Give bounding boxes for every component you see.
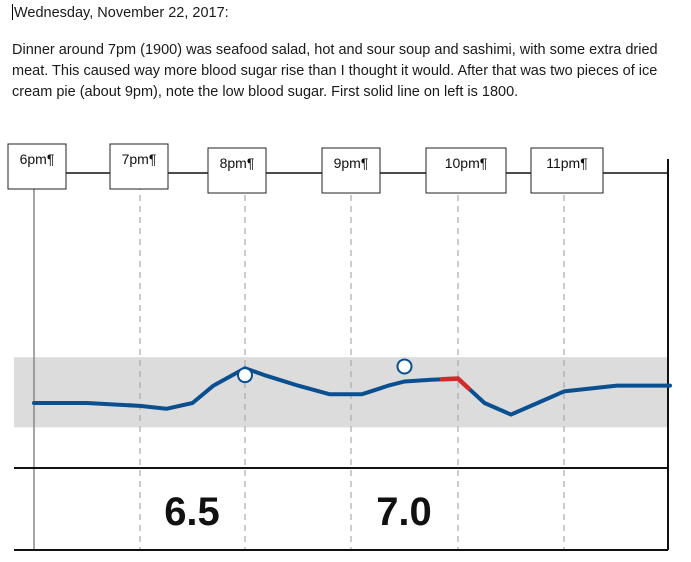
hour-label-box: 8pm¶ [207, 147, 267, 194]
low-glucose-segment [439, 376, 471, 391]
hour-label: 11pm¶ [546, 155, 588, 171]
event-marker [237, 367, 253, 384]
paragraph-line: cream pie (about 9pm), note the low bloo… [12, 84, 519, 100]
chart-frame [14, 159, 669, 551]
paragraph-line: meat. This caused way more blood sugar r… [12, 63, 658, 79]
notes-paragraph: Dinner around 7pm (1900) was seafood sal… [12, 40, 658, 103]
hour-labels: 6pm¶ 7pm¶ 8pm¶ 9pm¶ 10pm¶ 11pm¶ [7, 143, 604, 194]
date-text: Wednesday, November 22, 2017: [14, 5, 229, 21]
hour-label: 6pm¶ [20, 151, 55, 167]
a1c-value: 7.0 [376, 490, 432, 534]
hour-label: 9pm¶ [334, 155, 369, 171]
hour-label: 8pm¶ [220, 155, 255, 171]
a1c-values: 6.5 7.0 [164, 490, 432, 534]
event-markers [237, 358, 413, 384]
hour-label: 7pm¶ [122, 151, 157, 167]
hour-label-box: 10pm¶ [425, 147, 507, 194]
hour-label-box: 9pm¶ [321, 147, 381, 194]
text-cursor [12, 4, 13, 20]
event-marker [396, 358, 413, 375]
hour-gridlines [33, 173, 565, 550]
hour-label-box: 7pm¶ [109, 143, 169, 190]
paragraph-line: Dinner around 7pm (1900) was seafood sal… [12, 42, 658, 58]
hour-label-box: 11pm¶ [530, 147, 604, 194]
hour-label: 10pm¶ [445, 155, 488, 171]
glucose-trace [32, 366, 672, 417]
hour-label-box: 6pm¶ [7, 143, 67, 190]
date-heading: Wednesday, November 22, 2017: [12, 3, 229, 24]
glucose-chart: 6pm¶ 7pm¶ 8pm¶ 9pm¶ 10pm¶ 11pm¶ 6.5 7.0 [7, 143, 672, 551]
a1c-value: 6.5 [164, 490, 220, 534]
glucose-line [32, 366, 672, 417]
